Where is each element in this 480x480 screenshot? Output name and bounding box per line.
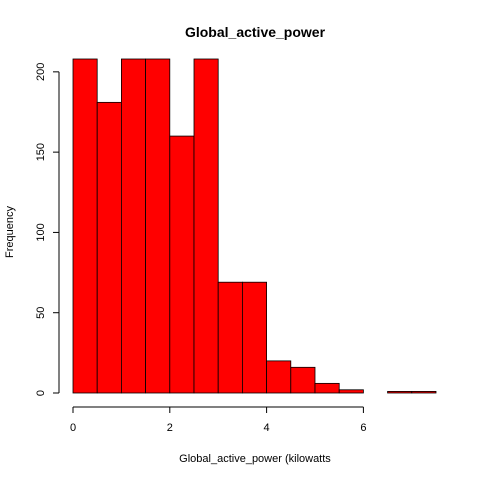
histogram-bar [121,58,147,394]
x-tick-label: 0 [70,422,76,434]
histogram-bar [96,101,122,394]
histogram-bar [314,382,340,394]
x-axis-label: Global_active_power (kilowatts [179,453,331,465]
y-axis-label: Frequency [4,206,16,258]
y-tick-label: 50 [35,307,47,319]
histogram-bar [290,366,316,394]
bars-group [72,58,437,394]
histogram-bar [145,58,171,394]
histogram-bar [266,360,292,394]
y-tick-label: 150 [35,143,47,161]
chart-title: Global_active_power [185,24,326,40]
x-ticks-group: 0 2 4 6 [70,407,366,434]
histogram-bar [169,135,195,394]
histogram-bar [193,58,219,394]
histogram-bar [241,281,267,394]
x-tick-label: 6 [360,422,366,434]
histogram-bar [217,281,243,394]
y-tick-label: 0 [35,390,47,396]
histogram-bar [72,58,98,394]
y-tick-label: 200 [35,63,47,81]
histogram-bar [387,390,413,394]
y-tick-label: 100 [35,223,47,241]
y-ticks-group: 0 50 100 150 200 [35,63,59,396]
x-tick-label: 4 [264,422,270,434]
histogram-bar [411,390,437,394]
x-tick-label: 2 [167,422,173,434]
histogram-bar [338,389,364,394]
